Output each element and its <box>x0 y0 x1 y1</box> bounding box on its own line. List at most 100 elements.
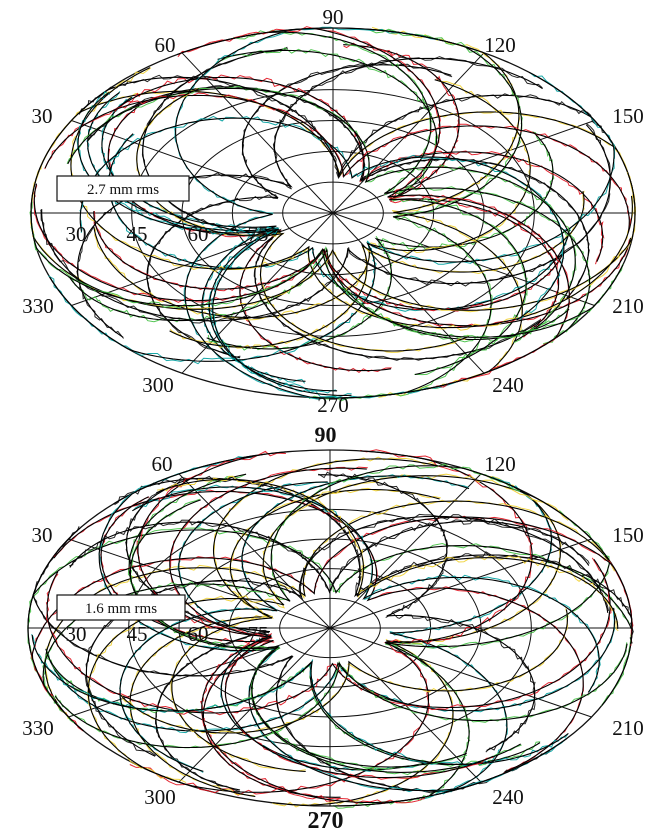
satellite-track <box>114 74 605 265</box>
azimuth-spoke <box>71 120 334 214</box>
elevation-label-30: 30 <box>66 622 87 646</box>
model-track <box>101 96 306 382</box>
satellite-track <box>54 642 628 749</box>
model-track <box>169 467 494 779</box>
azimuth-label-60: 60 <box>155 33 176 57</box>
azimuth-label-60: 60 <box>152 452 173 476</box>
satellite-track <box>371 26 524 398</box>
satellite-track <box>31 633 568 767</box>
model-track <box>113 76 604 262</box>
azimuth-label-150: 150 <box>612 104 644 128</box>
model-track <box>136 88 470 352</box>
azimuth-bottom-label: 270 <box>317 393 349 417</box>
satellite-track <box>76 56 543 339</box>
model-track <box>108 133 571 311</box>
model-track <box>146 64 452 359</box>
model-track <box>333 511 611 807</box>
azimuth-label-30: 30 <box>32 104 53 128</box>
model-track <box>31 634 569 765</box>
satellite-track <box>40 123 613 324</box>
model-track <box>87 475 570 786</box>
model-track <box>31 516 633 732</box>
azimuth-spoke <box>332 120 595 214</box>
model-track <box>53 490 584 773</box>
model-track <box>78 76 613 179</box>
satellite-track <box>332 510 610 809</box>
satellite-track <box>48 72 616 365</box>
azimuth-label-330: 330 <box>22 716 54 740</box>
labels-1: 90 60 120 30 150 330 210 300 240 270 30 … <box>22 5 644 417</box>
model-track <box>67 87 576 342</box>
model-track <box>132 486 600 693</box>
panel-2-bottom-label: 270 <box>307 808 344 834</box>
azimuth-label-210: 210 <box>612 716 644 740</box>
elevation-label-45: 45 <box>127 622 148 646</box>
azimuth-spoke <box>332 212 595 306</box>
azimuth-label-300: 300 <box>142 373 174 397</box>
model-track <box>121 609 568 734</box>
model-track <box>42 465 520 722</box>
model-track <box>49 71 615 362</box>
elevation-label-75: 75 <box>248 622 269 646</box>
azimuth-label-330: 330 <box>22 294 54 318</box>
azimuth-label-240: 240 <box>492 373 524 397</box>
model-track <box>44 500 617 718</box>
model-track <box>68 248 570 341</box>
model-track <box>77 91 352 396</box>
satellite-track <box>157 475 619 632</box>
rms-box <box>56 175 190 202</box>
model-track <box>125 479 270 791</box>
satellite-track <box>68 246 570 343</box>
model-track <box>206 131 554 350</box>
azimuth-spoke <box>329 627 592 718</box>
model-track <box>100 496 341 798</box>
model-track <box>41 124 611 322</box>
azimuth-label-120: 120 <box>484 33 516 57</box>
elevation-label-30: 30 <box>66 222 87 246</box>
satellite-track <box>127 473 522 776</box>
azimuth-spoke <box>178 473 331 629</box>
labels-2: 90 60 120 30 150 330 210 300 240 30 45 6… <box>22 452 644 809</box>
model-track <box>98 455 568 792</box>
model-track <box>372 29 523 397</box>
elevation-label-60: 60 <box>188 222 209 246</box>
satellite-track <box>98 456 567 793</box>
grid-2 <box>27 449 633 807</box>
model-track <box>307 28 523 399</box>
azimuth-label-120: 120 <box>484 452 516 476</box>
elevation-label-60: 60 <box>188 622 209 646</box>
model-track <box>79 117 565 321</box>
panel-2-top-label: 90 <box>314 422 337 447</box>
model-track <box>178 481 426 771</box>
model-track <box>232 31 591 347</box>
satellite-track <box>128 498 468 770</box>
model-track <box>33 183 632 327</box>
rms-box <box>56 594 186 621</box>
model-track <box>318 474 536 751</box>
polar-chart-1: 90 60 120 30 150 330 210 300 240 270 30 … <box>22 5 644 417</box>
azimuth-label-210: 210 <box>612 294 644 318</box>
model-track <box>44 94 630 233</box>
model-track <box>30 201 624 338</box>
model-track <box>129 499 467 768</box>
rms-label: 1.6 mm rms <box>85 601 157 617</box>
traces-1 <box>29 26 636 402</box>
model-track <box>142 48 541 360</box>
chart-panel-1: 90 60 120 30 150 330 210 300 240 270 30 … <box>22 5 644 417</box>
azimuth-label-240: 240 <box>492 785 524 809</box>
model-track <box>46 558 611 714</box>
azimuth-label-30: 30 <box>32 523 53 547</box>
azimuth-spoke <box>329 473 482 629</box>
elevation-label-45: 45 <box>127 222 148 246</box>
traces-2 <box>27 449 634 809</box>
azimuth-spoke <box>71 212 334 306</box>
model-track <box>69 520 590 594</box>
satellite-track <box>177 26 571 388</box>
azimuth-label-300: 300 <box>144 785 176 809</box>
azimuth-top-label: 90 <box>323 5 344 29</box>
elevation-label-75: 75 <box>248 222 269 246</box>
model-track <box>30 170 636 311</box>
satellite-track <box>78 74 612 180</box>
rms-label: 2.7 mm rms <box>87 182 159 198</box>
model-track <box>54 643 628 749</box>
